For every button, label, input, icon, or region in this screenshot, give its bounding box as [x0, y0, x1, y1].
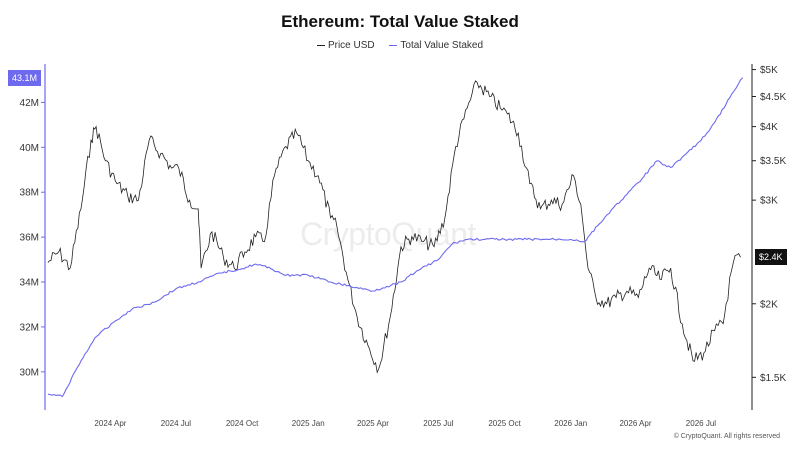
- copyright-credit: © CryptoQuant. All rights reserved: [673, 433, 780, 440]
- x-axis-tick-label: 2025 Oct: [488, 419, 521, 428]
- x-axis-tick-label: 2025 Jul: [423, 419, 453, 428]
- right-axis-tick-label: $4K: [760, 122, 778, 133]
- x-axis-tick-label: 2025 Jan: [292, 419, 325, 428]
- x-axis-tick-label: 2026 Jul: [686, 419, 716, 428]
- legend-swatch-price: [316, 44, 325, 46]
- x-axis-tick-label: 2026 Jan: [554, 419, 587, 428]
- legend-label-staked: Total Value Staked: [400, 40, 484, 51]
- legend-swatch-staked: [389, 44, 398, 46]
- left-axis-tick-label: 34M: [20, 278, 39, 289]
- left-axis-tick-label: 36M: [20, 233, 39, 244]
- x-axis-tick-label: 2024 Oct: [226, 419, 259, 428]
- x-axis-tick-label: 2025 Apr: [357, 419, 389, 428]
- right-axis-tick-label: $3.5K: [760, 156, 786, 167]
- right-axis-tick-label: $3K: [760, 196, 778, 207]
- left-axis-tick-label: 38M: [20, 188, 39, 199]
- legend: Price USD Total Value Staked: [0, 40, 800, 51]
- watermark: CryptoQuant: [300, 216, 476, 252]
- left-axis-tick-label: 42M: [20, 98, 39, 109]
- x-axis-tick-label: 2024 Jul: [161, 419, 191, 428]
- chart-title: Ethereum: Total Value Staked: [281, 12, 519, 31]
- right-axis-tick-label: $4.5K: [760, 92, 786, 103]
- x-axis-tick-label: 2024 Apr: [94, 419, 126, 428]
- legend-item-price[interactable]: Price USD: [316, 40, 375, 51]
- price-current-value-badge: $2.4K: [755, 249, 787, 266]
- left-axis-tick-label: 32M: [20, 322, 39, 333]
- left-axis-tick-label: 30M: [20, 367, 39, 378]
- right-axis-tick-label: $1.5K: [760, 373, 786, 384]
- staked-current-value-badge: 43.1M: [8, 69, 42, 86]
- left-axis-tick-label: 40M: [20, 143, 39, 154]
- price-usd-line: [47, 80, 741, 374]
- right-axis-tick-label: $2K: [760, 299, 778, 310]
- legend-item-staked[interactable]: Total Value Staked: [389, 40, 483, 51]
- legend-label-price: Price USD: [327, 40, 375, 51]
- right-axis-tick-label: $5K: [760, 65, 778, 76]
- total-value-staked-line: [47, 77, 744, 398]
- x-axis-tick-label: 2026 Apr: [619, 419, 651, 428]
